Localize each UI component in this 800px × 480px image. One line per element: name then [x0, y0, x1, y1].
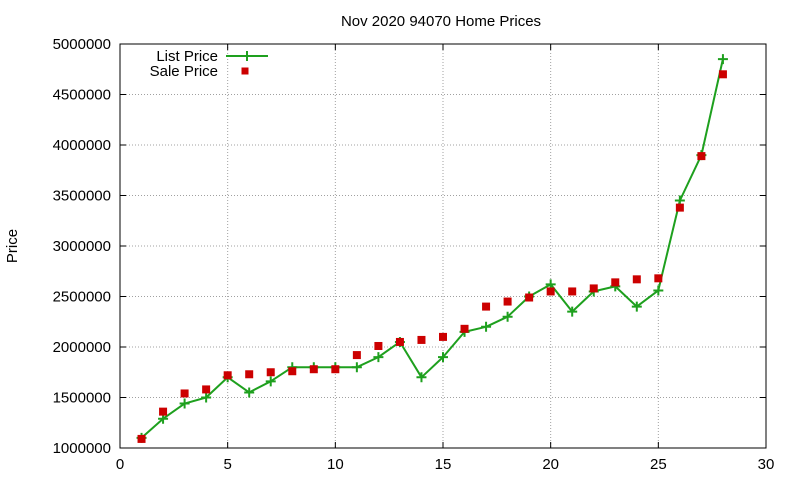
sale-price-point [417, 335, 426, 344]
series-layer [136, 54, 728, 443]
sale-price-point [568, 287, 577, 296]
sale-price-point [159, 407, 168, 416]
legend-marker-list-price [242, 51, 252, 61]
y-tick-labels: 1000000 1500000 2000000 2500000 3000000 35000… [53, 36, 111, 457]
y-tick-label: 3000000 [53, 238, 111, 255]
list-price-point [179, 398, 190, 409]
y-tick-label: 1000000 [53, 440, 111, 457]
sale-price-point [718, 70, 727, 79]
plot-frame [119, 43, 767, 449]
y-tick-label: 2500000 [53, 289, 111, 306]
sale-price-point [266, 368, 275, 377]
list-price-point [653, 285, 664, 296]
sale-price-point [288, 367, 297, 376]
list-price-point [351, 362, 362, 373]
list-price-point [265, 376, 276, 387]
legend: List Price Sale Price [150, 48, 268, 80]
x-tick-label: 5 [223, 456, 231, 473]
sale-price-point [611, 278, 620, 287]
list-price-point [416, 372, 427, 383]
chart-title: Nov 2020 94070 Home Prices [341, 13, 541, 30]
sale-price-point [180, 389, 189, 398]
sale-price-point [589, 284, 598, 293]
sale-price-point [245, 370, 254, 379]
sale-price-point [223, 371, 232, 380]
list-price-point [717, 54, 728, 65]
x-tick-label: 10 [327, 456, 344, 473]
x-tick-labels: 0 5 10 15 20 25 30 [116, 456, 775, 473]
sale-price-point [503, 297, 512, 306]
sale-price-point [395, 337, 404, 346]
list-price-point [201, 392, 212, 403]
sale-price-point [352, 351, 361, 360]
list-price-point [373, 352, 384, 363]
y-tick-label: 2000000 [53, 339, 111, 356]
sale-price-point [697, 152, 706, 161]
y-tick-label: 5000000 [53, 36, 111, 53]
x-tick-label: 20 [542, 456, 559, 473]
sale-price-point [202, 385, 211, 394]
sale-price-point [482, 302, 491, 311]
list-price-point [567, 306, 578, 317]
y-tick-label: 1500000 [53, 390, 111, 407]
sale-price-point [439, 332, 447, 341]
sale-price-point [137, 434, 146, 443]
list-price-line [140, 58, 724, 439]
sale-price-point [460, 324, 469, 333]
y-axis-label: Price [4, 229, 21, 263]
x-tick-label: 30 [758, 456, 775, 473]
sale-price-point [675, 203, 684, 212]
list-price-point [631, 301, 642, 312]
y-tick-label: 4500000 [53, 87, 111, 104]
list-price-point [244, 387, 255, 398]
sale-price-point [374, 341, 383, 350]
list-price-point [438, 352, 448, 363]
x-tick-label: 25 [650, 456, 667, 473]
sale-price-point [525, 293, 534, 302]
x-tick-label: 0 [116, 456, 124, 473]
y-tick-label: 3500000 [53, 188, 111, 205]
list-price-point [481, 321, 492, 332]
legend-marker-sale-price [241, 67, 249, 75]
sale-price-point [632, 275, 641, 284]
sale-price-point [331, 365, 340, 374]
sale-price-point [546, 287, 555, 296]
sale-price-point [654, 274, 663, 283]
x-tick-label: 15 [435, 456, 452, 473]
legend-label-sale-price: Sale Price [150, 63, 218, 80]
sale-price-point [309, 365, 318, 374]
y-tick-label: 4000000 [53, 137, 111, 154]
legend-label-list-price: List Price [156, 48, 218, 65]
list-price-point [502, 311, 513, 322]
